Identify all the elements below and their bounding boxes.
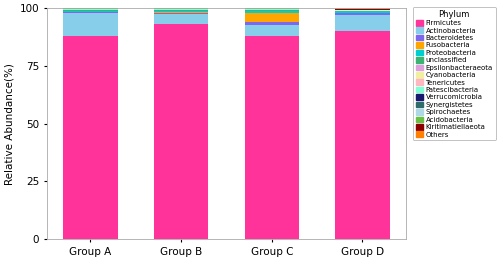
Bar (64, 36, 118, 239)
Bar (336, 8, 390, 9)
Bar (244, 11, 299, 13)
Bar (154, 10, 208, 11)
Bar (154, 8, 208, 9)
Bar (64, 12, 118, 13)
Bar (154, 14, 208, 24)
Bar (64, 10, 118, 11)
Bar (154, 12, 208, 13)
Bar (154, 11, 208, 12)
Bar (64, 11, 118, 12)
Bar (336, 15, 390, 31)
Bar (244, 25, 299, 36)
Legend: Firmicutes, Actinobacteria, Bacteroidetes, Fusobacteria, Proteobacteria, unclass: Firmicutes, Actinobacteria, Bacteroidete… (413, 7, 496, 140)
Bar (64, 13, 118, 36)
Y-axis label: Relative Abundance(%): Relative Abundance(%) (4, 63, 14, 185)
Bar (244, 22, 299, 25)
Bar (154, 13, 208, 14)
Bar (154, 24, 208, 239)
Bar (336, 11, 390, 13)
Bar (244, 13, 299, 22)
Bar (244, 10, 299, 11)
Bar (244, 36, 299, 239)
Bar (336, 31, 390, 239)
Bar (336, 14, 390, 15)
Bar (64, 8, 118, 9)
Bar (336, 13, 390, 14)
Bar (244, 8, 299, 9)
